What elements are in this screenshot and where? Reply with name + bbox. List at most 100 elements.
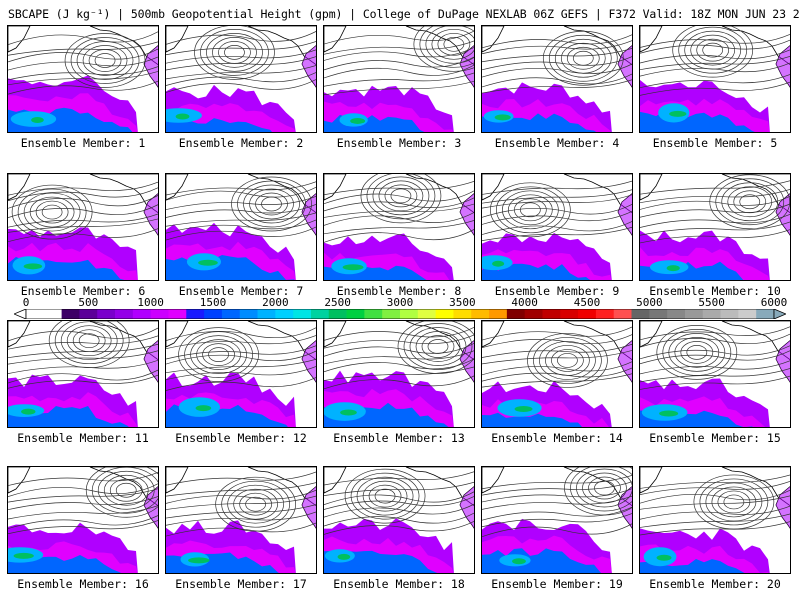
ensemble-member-map xyxy=(481,466,633,574)
coastline xyxy=(482,174,505,201)
ensemble-member-label: Ensemble Member: 5 xyxy=(652,136,778,150)
cape-shading xyxy=(144,45,158,87)
height-contours xyxy=(8,321,158,389)
colorbar-swatch xyxy=(293,309,312,319)
colorbar-swatch xyxy=(97,309,116,319)
ensemble-member-label: Ensemble Member: 6 xyxy=(20,284,146,298)
colorbar-tick-label: 500 xyxy=(78,296,99,309)
height-contours xyxy=(482,326,632,388)
map-title: SBCAPE (J kg⁻¹) | 500mb Geopotential Hei… xyxy=(8,7,800,21)
ensemble-member-label: Ensemble Member: 3 xyxy=(336,136,462,150)
colorbar-swatch xyxy=(684,309,704,319)
colorbar-swatch xyxy=(631,309,650,319)
ensemble-member-label: Ensemble Member: 1 xyxy=(20,136,146,150)
colorbar-tick-label: 5000 xyxy=(636,296,663,309)
colorbar-tick-label: 1500 xyxy=(199,296,227,309)
ensemble-member-map xyxy=(165,466,317,574)
ensemble-member-map xyxy=(7,466,159,574)
ensemble-member-label: Ensemble Member: 14 xyxy=(491,431,623,445)
coastline xyxy=(640,26,663,53)
coastline xyxy=(247,174,316,214)
coastline xyxy=(166,26,189,53)
ensemble-member-map xyxy=(639,320,791,428)
colorbar-swatch xyxy=(43,309,63,319)
ensemble-member-label: Ensemble Member: 4 xyxy=(494,136,620,150)
height-contours xyxy=(640,174,790,244)
cape-shading xyxy=(302,45,316,87)
colorbar-swatch xyxy=(26,309,45,319)
coastline xyxy=(640,321,663,348)
colorbar-swatch xyxy=(310,309,330,319)
cape-shading xyxy=(659,410,679,417)
cape-shading xyxy=(494,114,511,121)
coastline xyxy=(166,174,189,201)
ensemble-member-map xyxy=(639,466,791,574)
ensemble-member-label: Ensemble Member: 17 xyxy=(175,577,307,591)
colorbar-swatch xyxy=(506,309,526,319)
cape-shading xyxy=(340,409,357,416)
cape-shading xyxy=(166,117,273,132)
cape-shading xyxy=(618,45,632,87)
height-contours xyxy=(166,176,316,241)
colorbar-swatch xyxy=(649,309,668,319)
height-contours xyxy=(482,30,632,94)
coastline xyxy=(247,321,316,361)
cape-shading xyxy=(492,260,505,267)
colorbar-tick-label: 5500 xyxy=(698,296,725,309)
colorbar-swatch xyxy=(738,309,757,319)
height-contours xyxy=(324,468,474,535)
colorbar-swatch xyxy=(400,309,419,319)
colorbar-swatch xyxy=(489,309,508,319)
colorbar-swatch xyxy=(542,309,561,319)
cape-shading xyxy=(144,486,158,528)
cape-shading xyxy=(8,405,129,427)
colorbar-swatch xyxy=(667,309,686,319)
ensemble-member-map xyxy=(7,25,159,133)
cape-shading xyxy=(776,340,790,382)
ensemble-member-map xyxy=(165,173,317,281)
colorbar-tick-label: 0 xyxy=(22,296,30,309)
coastline xyxy=(247,467,316,507)
cape-shading xyxy=(188,557,210,564)
ensemble-member-label: Ensemble Member: 2 xyxy=(178,136,304,150)
ensemble-member-map xyxy=(7,173,159,281)
height-contours xyxy=(166,327,316,391)
coastline xyxy=(166,467,189,494)
coastline xyxy=(324,467,347,494)
colorbar-swatch xyxy=(150,309,169,319)
colorbar-swatch xyxy=(578,309,597,319)
colorbar-swatch xyxy=(613,309,632,319)
colorbar-swatch xyxy=(115,309,134,319)
coastline xyxy=(166,321,189,348)
height-contours xyxy=(166,26,316,93)
colorbar-swatch xyxy=(560,309,579,319)
coastline xyxy=(8,467,31,494)
coastline xyxy=(482,467,505,494)
colorbar-tick-label: 6000 xyxy=(760,296,788,309)
coastline xyxy=(247,26,316,66)
coastline xyxy=(324,26,347,53)
cape-shading xyxy=(482,263,591,280)
height-contours xyxy=(8,467,158,535)
height-contours xyxy=(640,474,790,536)
coastline xyxy=(482,321,505,348)
colorbar-tick-label: 1000 xyxy=(137,296,164,309)
colorbar-swatch xyxy=(132,309,152,319)
colorbar-swatch xyxy=(417,309,437,319)
ensemble-member-label: Ensemble Member: 7 xyxy=(178,284,304,298)
colorbar-tick-label: 3500 xyxy=(449,296,476,309)
ensemble-member-map xyxy=(165,320,317,428)
coastline xyxy=(89,174,158,214)
coastline xyxy=(563,26,632,66)
coastline xyxy=(8,26,31,53)
ensemble-member-label: Ensemble Member: 9 xyxy=(494,284,620,298)
colorbar-tick-label: 4000 xyxy=(511,296,538,309)
coastline xyxy=(89,321,158,361)
cape-shading xyxy=(23,263,43,270)
colorbar-tick-label: 2500 xyxy=(324,296,351,309)
colorbar-swatch xyxy=(435,309,454,319)
colorbar-swatch xyxy=(239,309,258,319)
cape-shading xyxy=(337,553,351,560)
cape-shading xyxy=(144,193,158,235)
ensemble-member-label: Ensemble Member: 20 xyxy=(649,577,781,591)
